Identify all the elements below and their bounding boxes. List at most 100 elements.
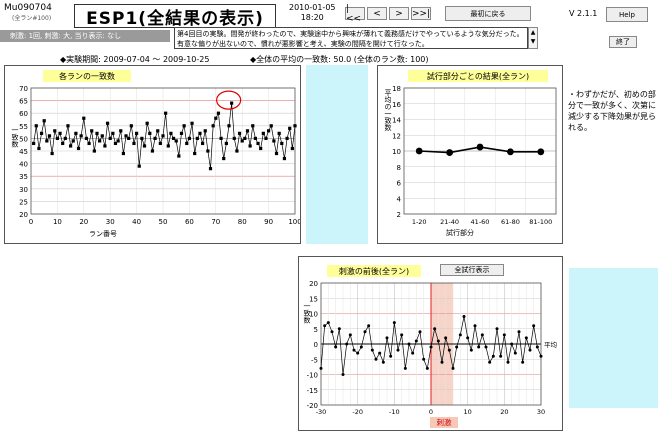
user-id: Mu090704 bbox=[4, 3, 52, 13]
chart-title: 刺激の前後(全ラン) bbox=[339, 266, 409, 276]
all-trials-button[interactable]: 全試行表示 bbox=[440, 264, 504, 276]
run-chart: 各ランの一致数202530354045505560657001020304050… bbox=[5, 66, 300, 243]
data-point bbox=[140, 137, 143, 140]
stimulus-side bbox=[569, 268, 658, 408]
data-point bbox=[367, 324, 370, 327]
data-point bbox=[169, 132, 172, 135]
y-tick-label: 16 bbox=[392, 101, 401, 109]
data-point bbox=[288, 127, 291, 130]
data-point bbox=[503, 333, 506, 336]
data-point bbox=[122, 152, 125, 155]
data-point bbox=[477, 144, 484, 151]
data-point bbox=[477, 346, 480, 349]
time: 18:20 bbox=[289, 13, 336, 23]
data-point bbox=[69, 144, 72, 147]
x-tick-label: 10 bbox=[464, 408, 472, 416]
data-point bbox=[183, 124, 186, 127]
data-point bbox=[327, 321, 330, 324]
scroll-down-icon[interactable]: ▼ bbox=[529, 37, 537, 46]
x-tick-label: 0 bbox=[29, 218, 33, 226]
chart-title: 試行部分ごとの結果(全ラン) bbox=[427, 71, 529, 81]
help-button[interactable]: Help bbox=[606, 7, 648, 22]
data-point bbox=[175, 139, 178, 142]
data-point bbox=[177, 154, 180, 157]
y-tick-label: 10 bbox=[392, 148, 401, 156]
data-point bbox=[256, 142, 259, 145]
x-tick-label: 100 bbox=[288, 218, 300, 226]
data-point bbox=[93, 149, 96, 152]
nav-prev-button[interactable]: < bbox=[367, 7, 387, 20]
data-point bbox=[474, 324, 477, 327]
data-point bbox=[180, 132, 183, 135]
page-title: ESP1(全結果の表示) bbox=[74, 4, 276, 28]
memo-text[interactable]: 第4回目の実験。間発が終わったので、実験途中から興味が薄れて義務感だけでやってい… bbox=[174, 27, 528, 49]
data-point bbox=[217, 112, 220, 115]
data-point bbox=[444, 336, 447, 339]
data-point bbox=[235, 149, 238, 152]
data-point bbox=[58, 132, 61, 135]
x-tick-label: -20 bbox=[352, 408, 363, 416]
data-point bbox=[95, 132, 98, 135]
y-tick-label: 8 bbox=[397, 164, 401, 172]
data-point bbox=[87, 142, 90, 145]
x-axis-label: 試行部分 bbox=[446, 228, 474, 237]
data-point bbox=[422, 358, 425, 361]
exit-button[interactable]: 終了 bbox=[609, 36, 637, 48]
data-point bbox=[40, 132, 43, 135]
y-tick-label: 60 bbox=[19, 110, 28, 118]
memo-scrollbar[interactable]: ▲ ▼ bbox=[528, 27, 538, 49]
data-point bbox=[219, 137, 222, 140]
params-bar: 刺激: 1回, 刺激: 大, 当り表示: なし bbox=[0, 30, 170, 42]
data-point bbox=[53, 129, 56, 132]
data-point bbox=[132, 142, 135, 145]
data-point bbox=[280, 142, 283, 145]
data-point bbox=[272, 139, 275, 142]
datetime: 2010-01-05 18:20 bbox=[289, 3, 336, 23]
period-text: ◆実験期間: 2009-07-04 ～ 2009-10-25 bbox=[60, 54, 209, 65]
y-tick-label: 50 bbox=[19, 135, 28, 143]
data-point bbox=[43, 119, 46, 122]
data-point bbox=[364, 330, 367, 333]
x-tick-label: 61-80 bbox=[501, 218, 520, 226]
nav-first-button[interactable]: |<< bbox=[345, 7, 365, 20]
data-point bbox=[275, 152, 278, 155]
x-tick-label: 80 bbox=[238, 218, 247, 226]
data-point bbox=[507, 148, 514, 155]
data-point bbox=[117, 139, 120, 142]
data-point bbox=[426, 367, 429, 370]
data-point bbox=[227, 124, 230, 127]
data-point bbox=[488, 361, 491, 364]
data-point bbox=[185, 142, 188, 145]
data-point bbox=[246, 129, 249, 132]
x-tick-label: 41-60 bbox=[471, 218, 490, 226]
data-point bbox=[285, 137, 288, 140]
run-chart-side bbox=[306, 65, 368, 244]
first-button[interactable]: 最初に戻る bbox=[445, 6, 531, 21]
scroll-up-icon[interactable]: ▲ bbox=[529, 28, 537, 37]
data-point bbox=[400, 333, 403, 336]
data-point bbox=[536, 346, 539, 349]
data-point bbox=[98, 139, 101, 142]
data-point bbox=[103, 144, 106, 147]
data-point bbox=[452, 367, 455, 370]
data-point bbox=[448, 349, 451, 352]
data-point bbox=[529, 349, 532, 352]
overall-text: ◆全体の平均の一致数: 50.0 (全体のラン数: 100) bbox=[250, 54, 429, 65]
data-point bbox=[251, 124, 254, 127]
data-point bbox=[521, 361, 524, 364]
x-tick-label: 40 bbox=[132, 218, 141, 226]
data-point bbox=[148, 132, 151, 135]
data-point bbox=[66, 124, 69, 127]
x-tick-label: -30 bbox=[316, 408, 327, 416]
data-point bbox=[283, 157, 286, 160]
date: 2010-01-05 bbox=[289, 3, 336, 13]
data-point bbox=[230, 102, 233, 105]
data-point bbox=[466, 336, 469, 339]
nav-last-button[interactable]: >>| bbox=[411, 7, 431, 20]
data-point bbox=[119, 129, 122, 132]
y-tick-label: 2 bbox=[397, 211, 401, 219]
nav-next-button[interactable]: > bbox=[389, 7, 409, 20]
y-tick-label: 14 bbox=[392, 117, 401, 125]
y-tick-label: 12 bbox=[392, 132, 401, 140]
y-tick-label: 40 bbox=[19, 161, 28, 169]
